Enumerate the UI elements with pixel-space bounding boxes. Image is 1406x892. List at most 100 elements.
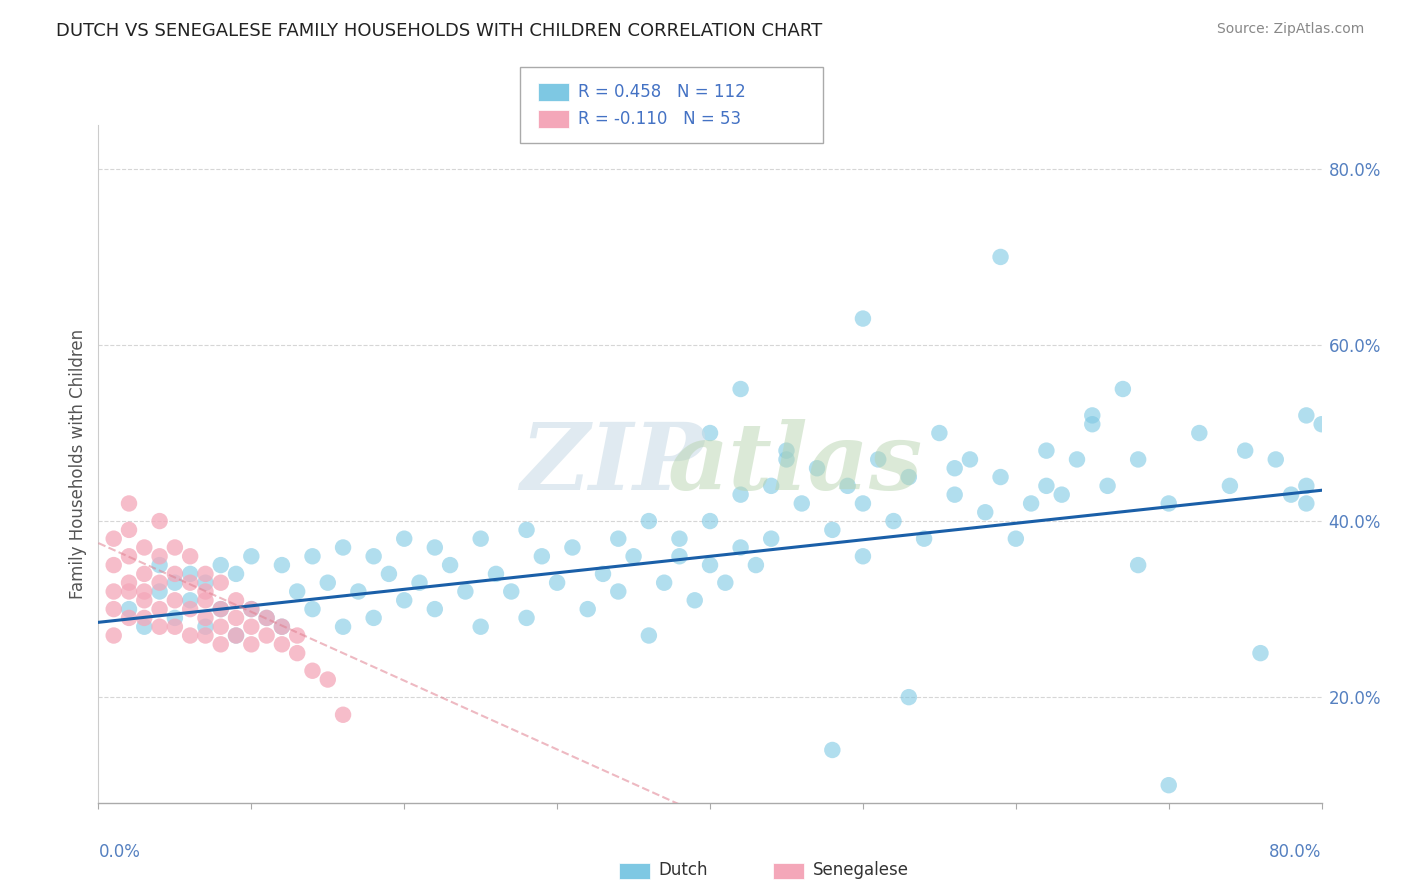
Point bbox=[730, 382, 752, 396]
Point bbox=[209, 558, 232, 573]
Point bbox=[179, 549, 201, 564]
Point bbox=[668, 549, 690, 564]
Point bbox=[806, 461, 828, 475]
Point bbox=[990, 250, 1012, 264]
Point bbox=[837, 479, 859, 493]
Point bbox=[1295, 479, 1317, 493]
Text: R = -0.110   N = 53: R = -0.110 N = 53 bbox=[578, 110, 741, 128]
Point bbox=[1128, 558, 1150, 573]
Point bbox=[194, 584, 217, 599]
Point bbox=[134, 620, 156, 634]
Point bbox=[103, 602, 125, 616]
Point bbox=[149, 584, 172, 599]
Point bbox=[194, 593, 217, 607]
Point bbox=[209, 602, 232, 616]
Point bbox=[332, 707, 354, 722]
Point bbox=[240, 602, 263, 616]
Point bbox=[149, 549, 172, 564]
Point bbox=[209, 602, 232, 616]
Point bbox=[1035, 443, 1057, 458]
Point bbox=[149, 620, 172, 634]
Point bbox=[485, 566, 508, 581]
Point bbox=[347, 584, 370, 599]
Point bbox=[759, 479, 782, 493]
Point bbox=[699, 514, 721, 528]
Point bbox=[592, 566, 614, 581]
Point bbox=[240, 620, 263, 634]
Point bbox=[194, 566, 217, 581]
Point bbox=[883, 514, 905, 528]
Point bbox=[118, 575, 141, 590]
Point bbox=[163, 593, 186, 607]
Point bbox=[240, 549, 263, 564]
Point bbox=[637, 514, 661, 528]
Text: Dutch: Dutch bbox=[658, 861, 707, 879]
Point bbox=[516, 611, 538, 625]
Point bbox=[194, 575, 217, 590]
Point bbox=[134, 611, 156, 625]
Point bbox=[1081, 409, 1104, 423]
Point bbox=[470, 620, 492, 634]
Point bbox=[897, 690, 920, 705]
Point bbox=[530, 549, 553, 564]
Point bbox=[1310, 417, 1333, 432]
Point bbox=[179, 575, 201, 590]
Point bbox=[118, 584, 141, 599]
Point bbox=[256, 628, 278, 642]
Point bbox=[974, 505, 997, 519]
Point bbox=[134, 584, 156, 599]
Point bbox=[179, 593, 201, 607]
Point bbox=[118, 611, 141, 625]
Point bbox=[392, 532, 416, 546]
Point bbox=[225, 628, 247, 642]
Point bbox=[423, 602, 446, 616]
Point bbox=[699, 558, 721, 573]
Point bbox=[163, 566, 186, 581]
Point bbox=[149, 558, 172, 573]
Point bbox=[256, 611, 278, 625]
Point bbox=[225, 628, 247, 642]
Point bbox=[316, 673, 339, 687]
Point bbox=[163, 541, 186, 555]
Point bbox=[897, 470, 920, 484]
Point bbox=[163, 611, 186, 625]
Point bbox=[1279, 488, 1302, 502]
Point bbox=[454, 584, 477, 599]
Point bbox=[118, 496, 141, 510]
Point bbox=[134, 566, 156, 581]
Point bbox=[225, 611, 247, 625]
Point bbox=[240, 602, 263, 616]
Point bbox=[332, 541, 354, 555]
Point bbox=[576, 602, 599, 616]
Point bbox=[1219, 479, 1241, 493]
Point bbox=[516, 523, 538, 537]
Point bbox=[730, 488, 752, 502]
Point bbox=[1157, 496, 1180, 510]
Point bbox=[699, 425, 721, 440]
Point bbox=[408, 575, 430, 590]
Point bbox=[316, 575, 339, 590]
Point bbox=[959, 452, 981, 467]
Point bbox=[501, 584, 523, 599]
Point bbox=[103, 584, 125, 599]
Point bbox=[225, 566, 247, 581]
Point bbox=[683, 593, 706, 607]
Point bbox=[607, 584, 630, 599]
Point bbox=[332, 620, 354, 634]
Point bbox=[1066, 452, 1088, 467]
Point bbox=[1112, 382, 1135, 396]
Y-axis label: Family Households with Children: Family Households with Children bbox=[69, 329, 87, 599]
Point bbox=[821, 743, 844, 757]
Point bbox=[194, 628, 217, 642]
Point bbox=[714, 575, 737, 590]
Point bbox=[775, 452, 797, 467]
Point bbox=[301, 602, 323, 616]
Point bbox=[118, 549, 141, 564]
Point bbox=[179, 602, 201, 616]
Point bbox=[623, 549, 645, 564]
Point bbox=[194, 611, 217, 625]
Point bbox=[868, 452, 890, 467]
Text: 0.0%: 0.0% bbox=[98, 843, 141, 861]
Point bbox=[759, 532, 782, 546]
Point bbox=[225, 593, 247, 607]
